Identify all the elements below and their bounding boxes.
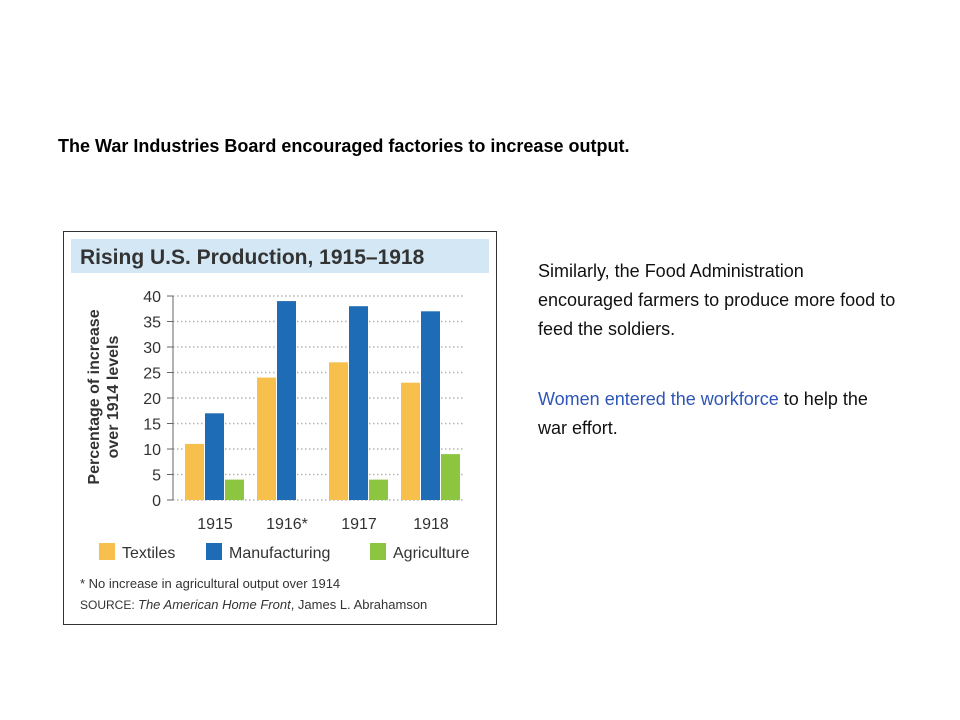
bar-manufacturing	[421, 311, 440, 500]
slide-heading: The War Industries Board encouraged fact…	[58, 136, 630, 156]
bar-manufacturing	[205, 413, 224, 500]
y-tick-label: 5	[152, 468, 161, 485]
title-band	[71, 239, 489, 273]
y-tick-label: 30	[143, 340, 161, 357]
y-tick-label: 35	[143, 315, 161, 332]
y-tick-label: 10	[143, 442, 161, 459]
y-tick-label: 15	[143, 417, 161, 434]
y-tick-label: 0	[152, 493, 161, 510]
bar-textiles	[401, 382, 420, 500]
source-title: The American Home Front	[138, 597, 292, 612]
legend-swatch-manufacturing	[206, 543, 222, 560]
chart-source: SOURCE: The American Home Front, James L…	[80, 597, 427, 612]
x-tick-label: 1915	[197, 516, 233, 533]
bar-agriculture	[225, 479, 244, 500]
chart-footnote: * No increase in agricultural output ove…	[80, 576, 340, 591]
y-tick-label: 25	[143, 366, 161, 383]
bar-textiles	[185, 443, 204, 500]
bar-manufacturing	[277, 301, 296, 500]
legend-label-manufacturing: Manufacturing	[229, 545, 330, 562]
workforce-highlight-text: Women entered the workforce	[538, 389, 779, 409]
bar-manufacturing	[349, 306, 368, 500]
chart-title: Rising U.S. Production, 1915–1918	[80, 246, 425, 269]
x-tick-label: 1916*	[266, 516, 308, 533]
women-workforce-paragraph: Women entered the workforce to help the …	[538, 385, 898, 443]
legend-swatch-textiles	[99, 543, 115, 560]
legend-swatch-agriculture	[370, 543, 386, 560]
legend-label-agriculture: Agriculture	[393, 545, 470, 562]
chart-figure: Rising U.S. Production, 1915–1918 0 5 10 15 2…	[63, 231, 497, 625]
x-tick-label: 1918	[413, 516, 449, 533]
y-axis-label-line2: over 1914 levels	[105, 336, 122, 459]
production-bar-chart: Rising U.S. Production, 1915–1918 0 5 10 15 2…	[71, 239, 489, 612]
source-author: , James L. Abrahamson	[291, 597, 428, 612]
bar-agriculture	[441, 454, 460, 500]
legend-label-textiles: Textiles	[122, 545, 175, 562]
bar-textiles	[257, 377, 276, 500]
bar-textiles	[329, 362, 348, 500]
y-tick-label: 20	[143, 391, 161, 408]
x-tick-label: 1917	[341, 516, 377, 533]
source-label: SOURCE:	[80, 598, 138, 612]
bar-agriculture	[369, 479, 388, 500]
workforce-rest-text: to help the war effort.	[538, 389, 868, 438]
y-tick-label: 40	[143, 289, 161, 306]
y-axis-label-line1: Percentage of increase	[86, 309, 103, 484]
food-administration-paragraph: Similarly, the Food Administration encou…	[538, 261, 896, 339]
